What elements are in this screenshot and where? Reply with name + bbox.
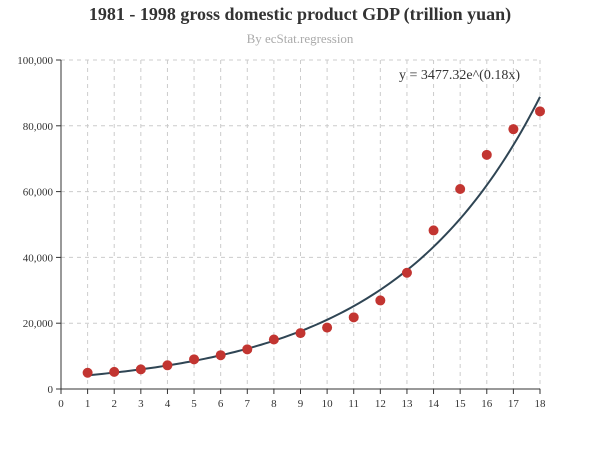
data-point (428, 225, 439, 236)
regression-curve (87, 96, 541, 377)
x-tick-label: 0 (58, 398, 64, 410)
data-point (82, 367, 93, 378)
x-tick-label: 2 (111, 398, 117, 410)
x-tick-label: 5 (191, 398, 197, 410)
data-point (348, 312, 359, 323)
data-point (508, 124, 519, 135)
x-tick-label: 16 (481, 398, 493, 410)
x-tick-label: 17 (508, 398, 520, 410)
data-point (295, 328, 306, 339)
data-point (322, 322, 333, 333)
regression-equation: y = 3477.32e^(0.18x) (399, 68, 520, 83)
axes (56, 59, 541, 394)
data-points (82, 106, 545, 378)
x-tick-label: 18 (535, 398, 547, 410)
y-tick-label: 20,000 (23, 318, 54, 330)
data-point (135, 364, 146, 375)
data-point (375, 295, 386, 306)
data-point (535, 106, 545, 117)
x-tick-label: 15 (455, 398, 467, 410)
data-point (401, 267, 412, 278)
data-point (109, 366, 120, 377)
chart-subtitle: By ecStat.regression (247, 31, 354, 46)
x-tick-label: 14 (428, 398, 440, 410)
data-point (242, 344, 253, 355)
data-point (189, 354, 200, 365)
y-tick-label: 60,000 (23, 187, 54, 199)
x-tick-label: 8 (271, 398, 277, 410)
tick-labels: 0 1 2 3 4 5 6 7 8 9 10 11 12 13 14 15 16 17 18020,00040,00… (17, 55, 546, 410)
data-point (455, 183, 466, 194)
x-tick-label: 12 (375, 398, 386, 410)
x-tick-label: 3 (138, 398, 144, 410)
y-tick-label: 0 (48, 384, 54, 396)
y-tick-label: 80,000 (23, 121, 54, 133)
data-point (215, 350, 226, 361)
x-tick-label: 11 (348, 398, 359, 410)
x-tick-label: 7 (245, 398, 251, 410)
y-tick-label: 100,000 (17, 55, 53, 67)
data-point (162, 360, 173, 371)
x-tick-label: 6 (218, 398, 224, 410)
y-tick-label: 40,000 (23, 252, 54, 264)
x-tick-label: 13 (401, 398, 413, 410)
x-tick-label: 9 (298, 398, 304, 410)
grid-lines (61, 59, 541, 389)
x-tick-label: 4 (165, 398, 171, 410)
x-tick-label: 10 (322, 398, 334, 410)
data-point (268, 334, 279, 345)
x-tick-label: 1 (85, 398, 91, 410)
data-point (481, 149, 492, 160)
chart-title: 1981 - 1998 gross domestic product GDP (… (89, 4, 511, 25)
